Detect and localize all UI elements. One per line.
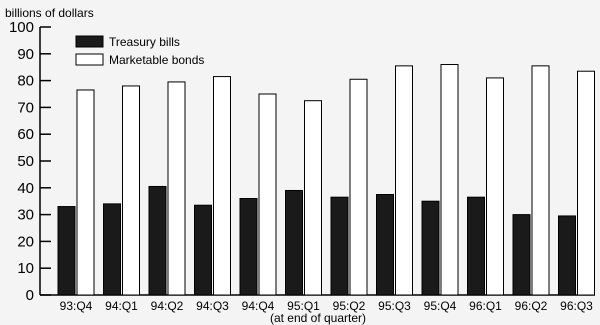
- bar-marketable-bonds: [486, 77, 504, 296]
- bar-marketable-bonds: [76, 89, 95, 296]
- x-tick-label: 96:Q1: [469, 299, 502, 313]
- legend: Treasury bills Marketable bonds: [75, 35, 204, 67]
- y-tick-label: 20: [17, 233, 34, 250]
- y-tick-label: 10: [17, 260, 34, 277]
- bar-treasury-bills: [148, 185, 167, 296]
- bar-marketable-bonds: [349, 78, 368, 296]
- x-tick-label: 95:Q1: [287, 299, 320, 313]
- y-tick-label: 70: [17, 99, 34, 116]
- x-tick-label: 95:Q3: [378, 299, 411, 313]
- y-tick-label: 90: [17, 46, 34, 63]
- y-tick-label: 0: [26, 287, 34, 304]
- x-tick-label: 94:Q4: [242, 299, 275, 313]
- y-tick-label: 100: [9, 19, 34, 36]
- legend-swatch-treasury-bills: [75, 35, 104, 48]
- y-axis-ticks: 0 10 20 30 40 50 60 70 80 90 100: [9, 19, 51, 304]
- legend-label: Marketable bonds: [109, 53, 204, 67]
- bar-marketable-bonds: [304, 100, 322, 296]
- legend-label: Treasury bills: [109, 35, 180, 49]
- bar-treasury-bills: [103, 203, 121, 296]
- bar-treasury-bills: [330, 196, 349, 296]
- bar-marketable-bonds: [395, 65, 413, 296]
- x-tick-label: 96:Q3: [560, 299, 593, 313]
- bar-treasury-bills: [467, 196, 485, 296]
- x-tick-label: 94:Q1: [105, 299, 138, 313]
- y-axis-unit-label: billions of dollars: [5, 6, 94, 20]
- y-tick-label: 40: [17, 180, 34, 197]
- bar-treasury-bills: [376, 194, 394, 296]
- x-tick-label: 93:Q4: [60, 299, 93, 313]
- bar-treasury-bills: [512, 214, 531, 296]
- bar-treasury-bills: [239, 198, 258, 296]
- bar-marketable-bonds: [531, 65, 550, 296]
- y-tick-label: 50: [17, 153, 34, 170]
- x-axis-label: (at end of quarter): [270, 311, 366, 325]
- x-tick-label: 94:Q2: [151, 299, 184, 313]
- x-tick-label: 95:Q2: [333, 299, 366, 313]
- bars: [57, 64, 595, 296]
- x-axis-ticks: 93:Q4 94:Q1 94:Q2 94:Q3 94:Q4 95:Q1 95:Q2 95:Q3…: [60, 299, 594, 313]
- bar-marketable-bonds: [167, 81, 186, 296]
- bar-marketable-bonds: [213, 76, 231, 296]
- bar-treasury-bills: [558, 215, 576, 296]
- bar-marketable-bonds: [258, 93, 277, 296]
- bar-treasury-bills: [57, 206, 76, 296]
- x-tick-label: 94:Q3: [196, 299, 229, 313]
- bar-treasury-bills: [421, 200, 440, 296]
- y-tick-label: 80: [17, 73, 34, 90]
- x-tick-label: 96:Q2: [515, 299, 548, 313]
- y-tick-label: 60: [17, 126, 34, 143]
- bar-treasury-bills: [194, 204, 212, 296]
- bar-marketable-bonds: [577, 70, 595, 296]
- y-tick-label: 30: [17, 207, 34, 224]
- bar-marketable-bonds: [440, 64, 459, 296]
- bar-marketable-bonds: [122, 85, 140, 296]
- bar-treasury-bills: [285, 189, 303, 296]
- x-tick-label: 95:Q4: [424, 299, 457, 313]
- legend-swatch-marketable-bonds: [75, 53, 104, 66]
